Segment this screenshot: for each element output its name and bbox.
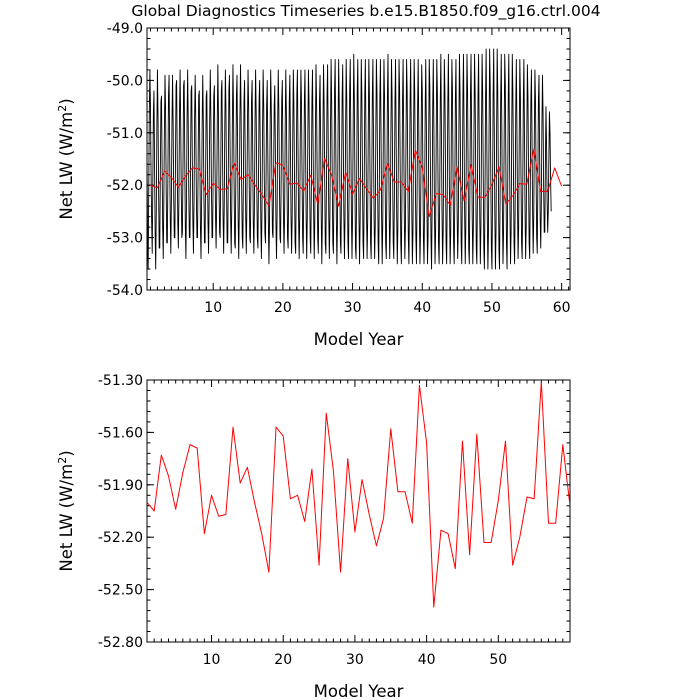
- x-tick-label: 40: [418, 652, 436, 668]
- y-axis-label-sup: 2: [56, 105, 69, 112]
- bottom-panel: 10 20 30 40 50 -52.80 -52.50 -52.20 -51.90 -51.60…: [56, 373, 571, 700]
- y-tick-label: -51.60: [98, 425, 143, 441]
- annual-series-line: [147, 381, 570, 608]
- x-axis-label: Model Year: [314, 682, 404, 700]
- y-tick-label: -53.0: [107, 231, 143, 247]
- y-tick-label: -52.50: [98, 583, 143, 599]
- y-axis-label-main: Net LW (W/m: [57, 464, 76, 572]
- x-tick-label: 20: [274, 652, 292, 668]
- y-axis-label-close: ): [57, 450, 76, 456]
- x-tick-label: 50: [483, 300, 501, 316]
- y-axis-label-main: Net LW (W/m: [57, 112, 76, 220]
- y-tick-label: -52.0: [107, 178, 143, 194]
- x-tick-label: 10: [204, 300, 222, 316]
- y-tick-label: -51.30: [98, 373, 143, 389]
- y-axis-label: Net LW (W/m2): [56, 98, 76, 219]
- x-tick-label: 40: [413, 300, 431, 316]
- annual-series-line: [150, 148, 563, 218]
- y-tick-label: -52.80: [98, 635, 143, 651]
- x-tick-label: 60: [553, 300, 571, 316]
- y-axis-label-close: ): [57, 98, 76, 104]
- top-panel: 10 20 30 40 50 60 -54.0 -53.0 -52.0 -51.0 -50.0 -49…: [56, 21, 571, 349]
- chart-title: Global Diagnostics Timeseries b.e15.B185…: [131, 2, 600, 21]
- y-axis-label-sup: 2: [56, 457, 69, 464]
- monthly-series-line: [147, 48, 552, 270]
- x-tick-label: 30: [346, 652, 364, 668]
- series-group: [147, 381, 570, 608]
- y-axis-label: Net LW (W/m2): [56, 450, 76, 571]
- x-tick-label: 10: [203, 652, 221, 668]
- plot-frame: [146, 379, 571, 643]
- y-tick-label: -50.0: [107, 73, 143, 89]
- series-group: [147, 48, 563, 270]
- x-tick-label: 30: [344, 300, 362, 316]
- y-tick-label: -51.90: [98, 478, 143, 494]
- y-tick-label: -51.0: [107, 126, 143, 142]
- x-axis-label: Model Year: [314, 330, 404, 349]
- x-tick-label: 50: [489, 652, 507, 668]
- y-tick-label: -49.0: [107, 21, 143, 37]
- y-tick-label: -54.0: [107, 283, 143, 299]
- x-tick-label: 20: [274, 300, 292, 316]
- y-tick-label: -52.20: [98, 530, 143, 546]
